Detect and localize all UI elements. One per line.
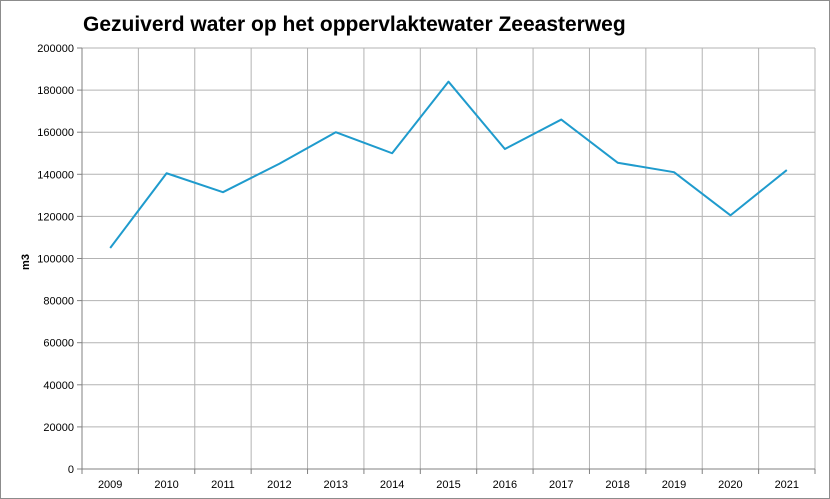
data-point (390, 151, 394, 155)
x-tick-label: 2014 (380, 479, 404, 491)
x-tick-label: 2010 (154, 479, 178, 491)
x-tick-label: 2013 (323, 479, 347, 491)
data-point (221, 190, 225, 194)
x-tick-label: 2018 (605, 479, 629, 491)
y-tick-label: 140000 (37, 169, 74, 181)
y-tick-label: 0 (68, 464, 74, 476)
y-tick-label: 200000 (37, 43, 74, 55)
series-line (109, 80, 788, 249)
x-tick-label: 2012 (267, 479, 291, 491)
data-point (672, 170, 676, 174)
x-tick-label: 2009 (98, 479, 122, 491)
y-tick-label: 120000 (37, 211, 74, 223)
y-tick-label: 60000 (43, 338, 74, 350)
y-tick-labels: 0 20000 40000 60000 80000 100000 120000 140000 1… (37, 43, 74, 476)
data-point (728, 213, 732, 217)
y-tick-label: 180000 (37, 85, 74, 97)
y-tick-label: 80000 (43, 296, 74, 308)
y-tick-label: 40000 (43, 380, 74, 392)
x-tick-labels: 2009 2010 2011 2012 2013 2014 2015 2016 2017 2018… (98, 479, 799, 491)
data-point (785, 168, 789, 172)
data-point (616, 161, 620, 165)
x-tick-label: 2021 (775, 479, 799, 491)
data-point (277, 162, 281, 166)
x-tick-label: 2019 (662, 479, 686, 491)
gridlines (81, 47, 816, 470)
y-tick-label: 20000 (43, 422, 74, 434)
x-tick-label: 2011 (211, 479, 235, 491)
data-point (559, 118, 563, 122)
x-tick-label: 2020 (718, 479, 742, 491)
x-tick-label: 2017 (549, 479, 573, 491)
data-point (165, 171, 169, 175)
data-point (503, 147, 507, 151)
y-tick-label: 100000 (37, 254, 74, 266)
axes (77, 47, 816, 474)
series-group (108, 80, 789, 250)
data-point (447, 80, 451, 84)
data-point (334, 130, 338, 134)
x-tick-label: 2015 (436, 479, 460, 491)
y-tick-label: 160000 (37, 127, 74, 139)
chart-title: Gezuiverd water op het oppervlaktewater … (83, 13, 626, 36)
data-point (108, 246, 112, 250)
x-tick-label: 2016 (493, 479, 517, 491)
